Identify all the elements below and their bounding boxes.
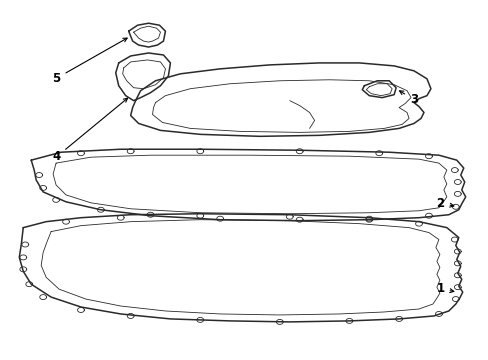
Text: 4: 4 bbox=[52, 98, 127, 163]
Text: 3: 3 bbox=[399, 91, 417, 106]
Text: 2: 2 bbox=[436, 197, 453, 210]
Text: 5: 5 bbox=[52, 38, 127, 85]
Text: 1: 1 bbox=[436, 283, 453, 296]
